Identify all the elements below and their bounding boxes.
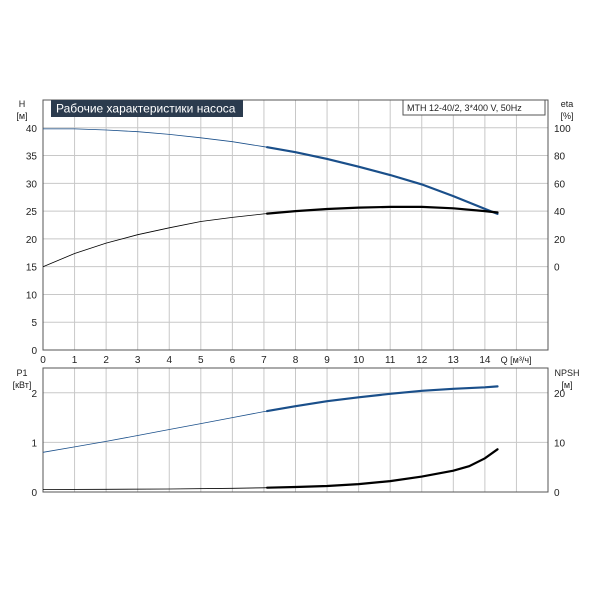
y-right-axis-label: NPSH: [554, 368, 579, 378]
y-right-axis-unit: [м]: [561, 380, 572, 390]
x-axis-label: Q [м³/ч]: [501, 355, 532, 365]
y-right-axis-unit: [%]: [560, 111, 573, 121]
y-right-tick-label: 10: [554, 438, 566, 449]
x-tick-label: 5: [198, 355, 204, 366]
y-right-tick-label: 0: [554, 263, 560, 274]
x-tick-label: 11: [385, 355, 396, 366]
y-right-axis-label: eta: [561, 99, 574, 109]
x-tick-label: 14: [479, 355, 491, 366]
x-tick-label: 4: [166, 355, 172, 366]
y-left-tick-label: 35: [26, 152, 38, 163]
x-tick-label: 2: [103, 355, 109, 366]
y-left-tick-label: 0: [31, 488, 37, 499]
y-left-tick-label: 20: [26, 235, 38, 246]
curve-H-bold: [266, 146, 499, 215]
plot-frame-top: [42, 99, 549, 351]
y-right-tick-label: 100: [554, 124, 571, 135]
model-box: [402, 99, 546, 116]
y-right-tick-label: 80: [554, 152, 566, 163]
y-left-tick-label: 2: [31, 389, 37, 400]
y-right-tick-label: 40: [554, 207, 566, 218]
y-left-tick-label: 25: [26, 207, 38, 218]
x-tick-label: 10: [353, 355, 365, 366]
curve-H-thin: [43, 128, 268, 148]
x-tick-label: 12: [416, 355, 428, 366]
x-tick-label: 9: [324, 355, 330, 366]
x-tick-label: 13: [448, 355, 460, 366]
y-left-axis-label: P1: [16, 368, 27, 378]
x-tick-label: 0: [40, 355, 46, 366]
y-right-tick-label: 60: [554, 179, 566, 190]
curve-P1-thin: [42, 410, 268, 453]
x-tick-label: 7: [261, 355, 267, 366]
y-left-tick-label: 10: [26, 290, 38, 301]
y-left-tick-label: 30: [26, 179, 38, 190]
y-left-axis-unit: [м]: [16, 111, 27, 121]
curve-eta-bold: [266, 205, 499, 215]
model-label: MTH 12-40/2, 3*400 V, 50Hz: [407, 103, 522, 113]
y-left-tick-label: 15: [26, 263, 38, 274]
y-left-tick-label: 40: [26, 124, 38, 135]
y-left-tick-label: 5: [31, 318, 37, 329]
curve-NPSH-thin: [42, 487, 268, 490]
curve-NPSH-bold: [266, 448, 499, 489]
x-tick-label: 8: [293, 355, 299, 366]
chart-title-box: [51, 100, 243, 117]
y-right-tick-label: 20: [554, 235, 566, 246]
chart-title: Рабочие характеристики насоса: [56, 102, 236, 116]
curve-P1-bold: [266, 385, 499, 413]
x-tick-label: 1: [72, 355, 78, 366]
y-right-tick-label: 0: [554, 488, 560, 499]
y-left-tick-label: 1: [31, 438, 37, 449]
x-tick-label: 3: [135, 355, 141, 366]
curve-eta-thin: [42, 213, 268, 268]
y-left-tick-label: 0: [31, 346, 37, 357]
y-left-axis-unit: [кВт]: [13, 380, 32, 390]
y-right-tick-label: 20: [554, 389, 566, 400]
x-tick-label: 6: [230, 355, 236, 366]
plot-frame-bottom: [42, 367, 549, 493]
y-left-axis-label: H: [19, 99, 26, 109]
